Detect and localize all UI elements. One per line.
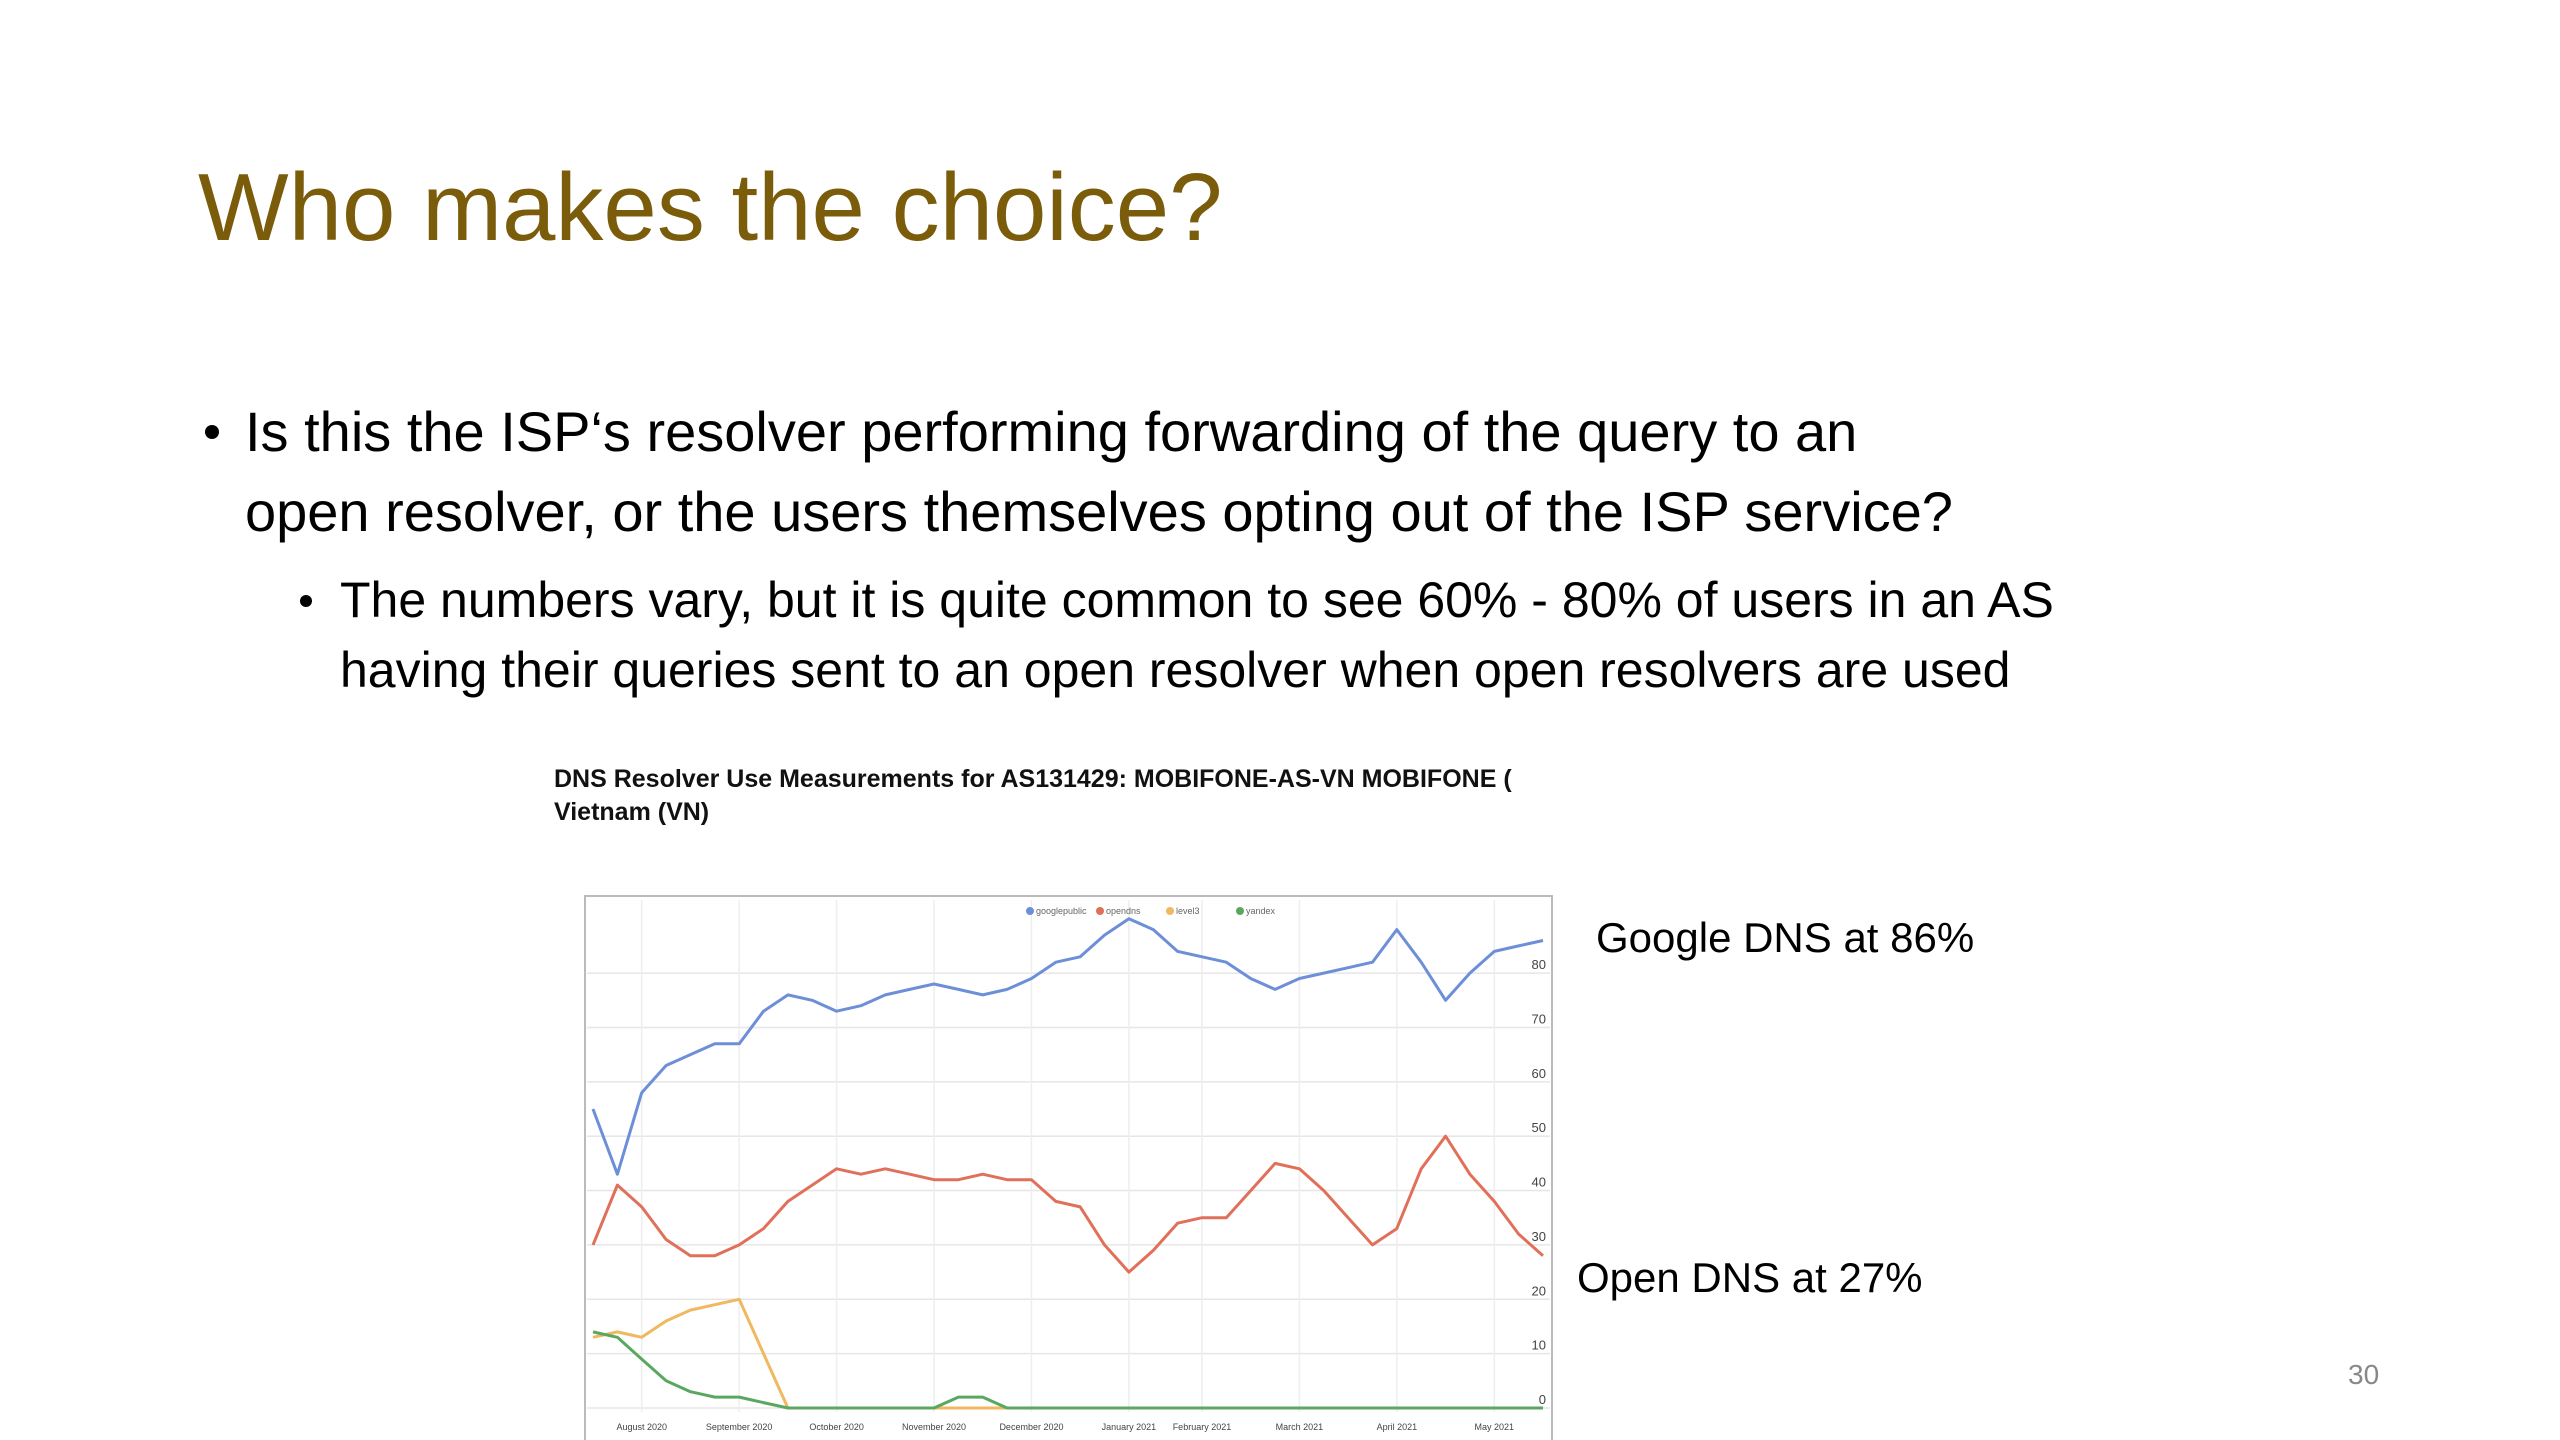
legend-swatch [1166, 907, 1174, 915]
y-tick-label: 10 [1532, 1338, 1546, 1353]
legend-swatch [1026, 907, 1034, 915]
chart-title: DNS Resolver Use Measurements for AS1314… [554, 765, 1512, 793]
sub-bullet-text: having their queries sent to an open res… [340, 642, 2010, 698]
legend-label: level3 [1176, 906, 1200, 916]
bullet-text: open resolver, or the users themselves o… [245, 480, 1953, 543]
series-line [591, 1134, 1544, 1274]
x-tick-label: October 2020 [809, 1422, 864, 1432]
y-tick-label: 70 [1532, 1011, 1546, 1026]
page-number: 30 [2348, 1359, 2379, 1390]
series-line [591, 917, 1544, 1176]
annotation: Open DNS at 27% [1577, 1254, 1923, 1301]
bullet-dot [205, 425, 219, 439]
y-tick-label: 50 [1532, 1120, 1546, 1135]
x-tick-label: May 2021 [1475, 1422, 1515, 1432]
y-tick-label: 80 [1532, 957, 1546, 972]
x-tick-label: August 2020 [616, 1422, 667, 1432]
bullet-dot [300, 595, 312, 607]
annotation: Google DNS at 86% [1596, 914, 1974, 961]
legend-label: googlepublic [1036, 906, 1087, 916]
y-tick-label: 30 [1532, 1229, 1546, 1244]
legend-label: yandex [1246, 906, 1276, 916]
plot: 0 10 20 30 40 50 60 70 80 August 2020 September 20… [587, 900, 1550, 1432]
chart-frame [584, 895, 1553, 1440]
sub-bullet-text: The numbers vary, but it is quite common… [340, 572, 2054, 628]
y-tick-label: 0 [1539, 1392, 1546, 1407]
x-tick-label: January 2021 [1102, 1422, 1157, 1432]
x-tick-label: April 2021 [1377, 1422, 1418, 1432]
chart-subtitle: Vietnam (VN) [554, 798, 709, 826]
legend-swatch [1096, 907, 1104, 915]
y-tick-label: 40 [1532, 1175, 1546, 1190]
y-tick-label: 20 [1532, 1283, 1546, 1298]
bullet-text: Is this the ISP‘s resolver performing fo… [245, 400, 1857, 463]
legend-swatch [1236, 907, 1244, 915]
x-tick-label: September 2020 [706, 1422, 773, 1432]
x-tick-label: December 2020 [999, 1422, 1063, 1432]
x-tick-label: February 2021 [1173, 1422, 1232, 1432]
x-tick-label: November 2020 [902, 1422, 966, 1432]
slide-title: Who makes the choice? [198, 154, 1223, 261]
y-tick-label: 60 [1532, 1066, 1546, 1081]
x-tick-label: March 2021 [1276, 1422, 1324, 1432]
legend-label: opendns [1106, 906, 1141, 916]
series-line [592, 1330, 1543, 1410]
